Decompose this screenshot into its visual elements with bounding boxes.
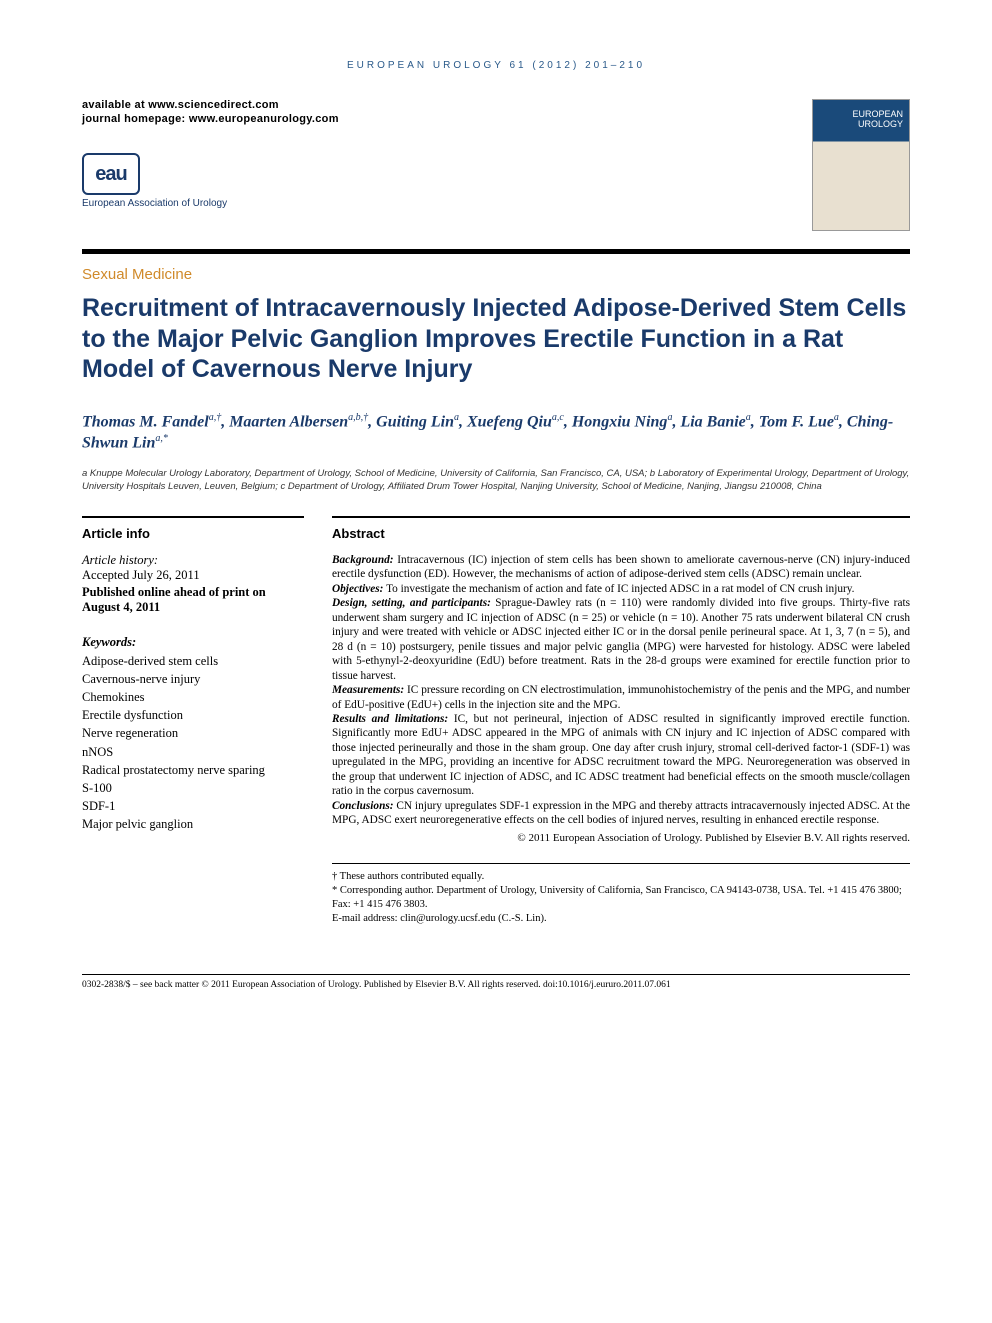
keyword-item: Nerve regeneration: [82, 724, 304, 742]
history-accepted: Accepted July 26, 2011: [82, 568, 304, 583]
email-label: E-mail address:: [332, 913, 398, 924]
footer-text: 0302-2838/$ – see back matter © 2011 Eur…: [82, 980, 910, 990]
keyword-item: SDF-1: [82, 797, 304, 815]
eau-text: European Association of Urology: [82, 198, 812, 209]
keyword-item: S-100: [82, 779, 304, 797]
abs-results-text: IC, but not perineural, injection of ADS…: [332, 713, 910, 797]
article-title: Recruitment of Intracavernously Injected…: [82, 293, 910, 385]
abs-design: Design, setting, and participants: Sprag…: [332, 596, 910, 683]
keyword-item: Cavernous-nerve injury: [82, 670, 304, 688]
abs-results-label: Results and limitations:: [332, 713, 448, 725]
info-rule: [82, 516, 304, 518]
abstract-copyright: © 2011 European Association of Urology. …: [332, 831, 910, 845]
keyword-item: Radical prostatectomy nerve sparing: [82, 761, 304, 779]
abs-objectives-text: To investigate the mechanism of action a…: [386, 583, 854, 595]
abs-background-label: Background:: [332, 554, 394, 566]
journal-homepage: journal homepage: www.europeanurology.co…: [82, 113, 812, 125]
running-head: EUROPEAN UROLOGY 61 (2012) 201–210: [82, 60, 910, 71]
abs-design-text: Sprague-Dawley rats (n = 110) were rando…: [332, 597, 910, 681]
eau-mark-icon: [82, 153, 140, 195]
abstract-heading: Abstract: [332, 526, 910, 541]
abs-objectives-label: Objectives:: [332, 583, 383, 595]
header-left: available at www.sciencedirect.com journ…: [82, 99, 812, 209]
keywords-label: Keywords:: [82, 635, 304, 650]
available-at: available at www.sciencedirect.com: [82, 99, 812, 111]
abs-conclusions: Conclusions: CN injury upregulates SDF-1…: [332, 799, 910, 828]
abs-design-label: Design, setting, and participants:: [332, 597, 491, 609]
equal-contrib: † These authors contributed equally.: [332, 870, 910, 884]
history-label: Article history:: [82, 553, 304, 568]
article-info-column: Article info Article history: Accepted J…: [82, 516, 318, 926]
email-address[interactable]: clin@urology.ucsf.edu: [400, 913, 495, 924]
abs-measurements: Measurements: IC pressure recording on C…: [332, 683, 910, 712]
history-published: Published online ahead of print on Augus…: [82, 585, 304, 615]
email-who: (C.-S. Lin).: [498, 913, 546, 924]
two-column-area: Article info Article history: Accepted J…: [82, 516, 910, 926]
keywords-list: Adipose-derived stem cellsCavernous-nerv…: [82, 652, 304, 833]
page: EUROPEAN UROLOGY 61 (2012) 201–210 avail…: [0, 0, 992, 1020]
abs-conclusions-text: CN injury upregulates SDF-1 expression i…: [332, 800, 910, 826]
rule-thick: [82, 249, 910, 254]
abs-objectives: Objectives: To investigate the mechanism…: [332, 582, 910, 596]
abstract-body: Background: Intracavernous (IC) injectio…: [332, 553, 910, 845]
authors: Thomas M. Fandela,†, Maarten Albersena,b…: [82, 411, 910, 455]
abs-background-text: Intracavernous (IC) injection of stem ce…: [332, 554, 910, 580]
eau-logo-block: European Association of Urology: [82, 153, 812, 209]
abs-conclusions-label: Conclusions:: [332, 800, 394, 812]
corresponding-author: * Corresponding author. Department of Ur…: [332, 884, 910, 912]
article-info-heading: Article info: [82, 526, 304, 541]
header-row: available at www.sciencedirect.com journ…: [82, 99, 910, 231]
keyword-item: nNOS: [82, 743, 304, 761]
affiliations: a Knuppe Molecular Urology Laboratory, D…: [82, 468, 910, 494]
abstract-column: Abstract Background: Intracavernous (IC)…: [318, 516, 910, 926]
keyword-item: Chemokines: [82, 688, 304, 706]
section-label: Sexual Medicine: [82, 266, 910, 283]
keyword-item: Adipose-derived stem cells: [82, 652, 304, 670]
abs-measurements-label: Measurements:: [332, 684, 404, 696]
eau-logo: [82, 153, 812, 195]
abs-measurements-text: IC pressure recording on CN electrostimu…: [332, 684, 910, 710]
keyword-item: Major pelvic ganglion: [82, 815, 304, 833]
keyword-item: Erectile dysfunction: [82, 706, 304, 724]
abs-results: Results and limitations: IC, but not per…: [332, 712, 910, 799]
correspondence-block: † These authors contributed equally. * C…: [332, 870, 910, 927]
abs-background: Background: Intracavernous (IC) injectio…: [332, 553, 910, 582]
abstract-rule: [332, 516, 910, 518]
journal-cover-thumbnail: [812, 99, 910, 231]
correspondence-rule: [332, 863, 910, 864]
footer-rule: [82, 974, 910, 975]
email-line: E-mail address: clin@urology.ucsf.edu (C…: [332, 912, 910, 926]
